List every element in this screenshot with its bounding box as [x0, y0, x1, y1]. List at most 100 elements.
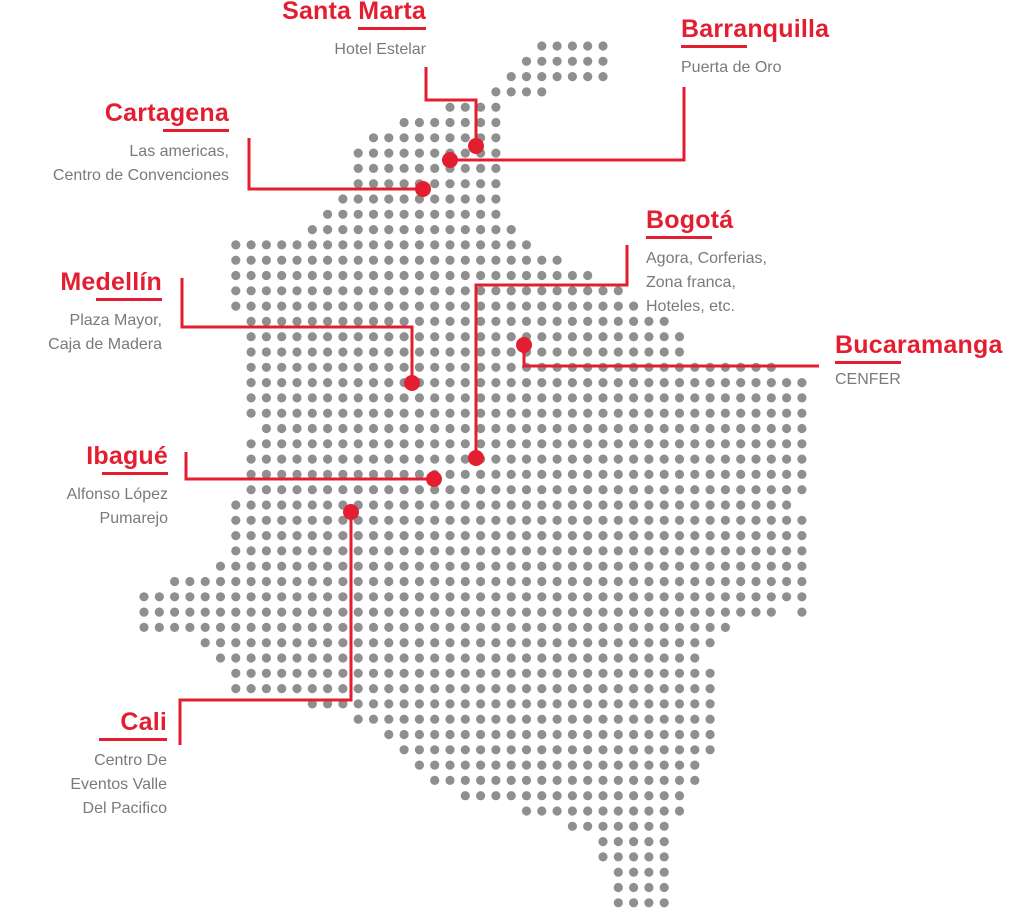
map-dot [705, 592, 715, 602]
map-dot [598, 469, 608, 479]
map-dot [583, 347, 593, 357]
map-dot [307, 362, 317, 372]
map-dot [246, 454, 256, 464]
map-dot [797, 531, 807, 541]
map-dot [751, 408, 761, 418]
map-dot [323, 240, 333, 250]
map-dot [414, 684, 424, 694]
map-dot [644, 745, 654, 755]
map-dot [246, 316, 256, 326]
map-dot [323, 301, 333, 311]
map-dot [185, 607, 195, 617]
map-dot [476, 622, 486, 633]
ibague-connector [184, 452, 434, 481]
map-dot [460, 408, 470, 418]
map-dot [338, 301, 348, 311]
map-dot [445, 500, 455, 510]
map-dot [246, 500, 256, 510]
map-dot [537, 469, 547, 479]
map-dot [261, 485, 271, 495]
map-dot [338, 454, 348, 464]
map-dot [659, 852, 669, 862]
map-dot [766, 378, 776, 388]
map-dot [353, 301, 363, 311]
map-dot [644, 378, 654, 388]
medellin-pin-icon[interactable] [404, 375, 420, 391]
map-dot [613, 500, 623, 510]
map-dot [368, 332, 379, 342]
map-dot [170, 607, 180, 617]
map-dot [368, 286, 379, 296]
map-dot [460, 240, 470, 250]
ibague-pin-icon[interactable] [426, 471, 442, 487]
bucaramanga-pin-icon[interactable] [516, 337, 532, 353]
map-dot [766, 423, 776, 434]
map-dot [690, 699, 700, 709]
map-dot [368, 347, 379, 357]
map-dot [399, 622, 409, 633]
map-dot [782, 485, 792, 495]
map-dot [323, 668, 333, 678]
map-dot [430, 515, 440, 525]
bogota-pin-icon[interactable] [468, 450, 484, 466]
map-dot [323, 255, 333, 265]
map-dot [613, 423, 623, 434]
map-dot [384, 729, 394, 740]
map-dot [567, 301, 578, 311]
map-dot [414, 117, 424, 128]
map-dot [537, 592, 547, 602]
map-dot [797, 592, 807, 602]
venue-line: Hotel Estelar [334, 41, 426, 58]
map-dot [399, 684, 409, 694]
map-dot [460, 576, 470, 587]
map-dot [567, 439, 578, 449]
map-dot [353, 576, 363, 587]
venue-line: Caja de Madera [48, 336, 162, 353]
map-dot [521, 806, 532, 816]
map-dot [491, 163, 501, 173]
map-dot [644, 316, 654, 326]
map-dot [277, 531, 287, 541]
cartagena-pin-icon[interactable] [415, 181, 431, 197]
map-dot [537, 393, 547, 403]
map-dot [705, 729, 715, 740]
map-dot [491, 332, 501, 342]
map-dot [292, 439, 302, 449]
map-dot [476, 225, 486, 235]
map-dot [292, 316, 302, 326]
map-dot [506, 515, 516, 525]
city-underline [102, 472, 168, 475]
map-dot [368, 362, 379, 372]
map-dot [491, 316, 501, 326]
map-dot [384, 362, 394, 372]
cali-pin-icon[interactable] [343, 504, 359, 520]
map-dot [460, 209, 470, 219]
map-dot [353, 699, 363, 709]
map-dot [476, 117, 486, 128]
map-dot [491, 423, 501, 434]
map-dot [430, 408, 440, 418]
map-dot [720, 454, 731, 464]
map-dot [506, 622, 516, 633]
barranquilla-pin-icon[interactable] [442, 152, 458, 168]
map-dot [537, 423, 547, 434]
map-dot [506, 684, 516, 694]
map-dot [246, 362, 256, 372]
map-dot [246, 485, 256, 495]
map-dot [567, 653, 578, 663]
map-dot [445, 653, 455, 663]
map-dot [521, 791, 532, 801]
map-dot [613, 393, 623, 403]
map-dot [583, 393, 593, 403]
map-dot [323, 286, 333, 296]
map-dot [797, 576, 807, 587]
map-dot [384, 699, 394, 709]
map-dot [690, 546, 700, 556]
map-dot [261, 576, 271, 587]
map-dot [277, 454, 287, 464]
map-dot [338, 653, 348, 663]
santa-marta-pin-icon[interactable] [468, 138, 484, 154]
map-dot [476, 775, 486, 786]
map-dot [460, 225, 470, 235]
map-dot [705, 714, 715, 724]
